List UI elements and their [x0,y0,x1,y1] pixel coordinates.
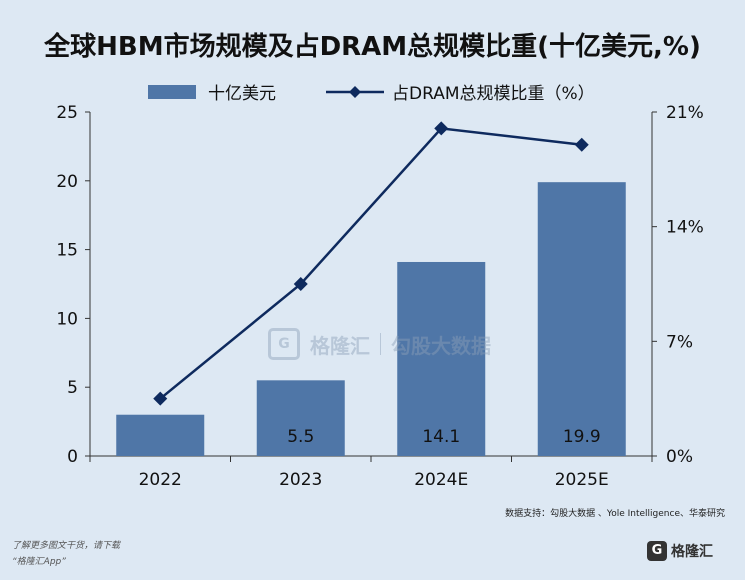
source-note: 数据支持：勾股大数据 、Yole Intelligence、华泰研究 [505,509,725,519]
y-right-tick-label: 7% [666,332,693,352]
footer-line-2: “格隆汇App” [12,557,66,567]
watermark-brand: 格隆汇 [310,333,370,358]
y-left-tick-label: 10 [56,309,78,329]
bar [116,414,205,456]
bar [256,380,345,456]
y-left-tick-label: 0 [67,447,78,467]
brand-logo: G 格隆汇 [647,540,731,562]
watermark-partner: 勾股大数据 [391,333,491,358]
legend-bar-swatch [148,85,196,99]
legend-bar-label: 十亿美元 [208,84,276,104]
bar-data-label: 5.5 [287,427,314,447]
x-tick-label: 2025E [555,470,609,490]
line-marker [434,121,449,136]
footer-line-1: 了解更多图文干货，请下载 [12,541,121,551]
y-left-tick-label: 15 [56,241,78,261]
brand-logo-text: 格隆汇 [671,544,713,560]
x-tick-label: 2022 [139,470,182,490]
watermark-logo-icon: G [268,328,300,360]
line-marker [153,391,168,406]
line-series [159,127,582,400]
line-marker [293,277,308,291]
bar [397,261,486,456]
bar [537,182,626,456]
y-right-tick-label: 0% [666,447,693,467]
bar-data-label: 14.1 [422,427,460,447]
legend-line-marker [349,86,361,98]
y-right-tick-label: 21% [666,103,704,123]
brand-logo-icon: G [647,541,667,561]
bar-data-label: 19.9 [563,427,601,447]
line-marker [574,137,589,152]
x-tick-label: 2024E [414,470,468,490]
y-left-tick-label: 25 [56,103,78,123]
legend-line-label: 占DRAM总规模比重（%） [392,84,595,104]
x-tick-label: 2023 [279,470,322,490]
y-left-tick-label: 5 [67,378,78,398]
watermark: G 格隆汇 勾股大数据 [268,328,491,360]
y-right-tick-label: 14% [666,218,704,238]
y-left-tick-label: 20 [56,172,78,192]
watermark-divider [380,333,381,355]
chart-title: 全球HBM市场规模及占DRAM总规模比重(十亿美元,%) [44,32,701,62]
